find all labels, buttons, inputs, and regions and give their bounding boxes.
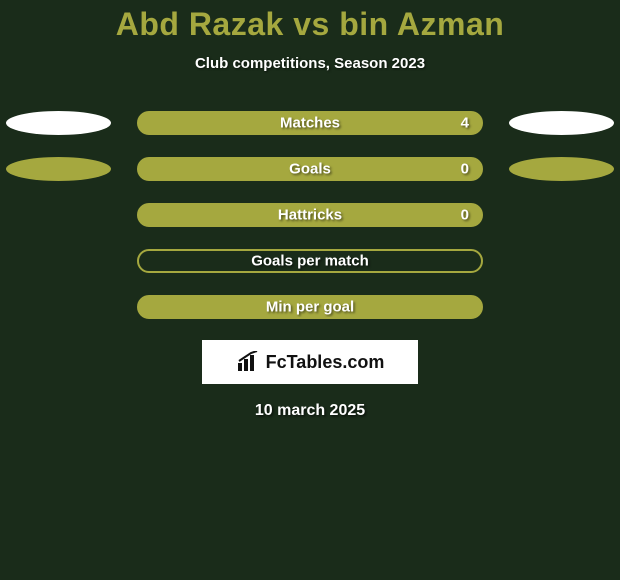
left-pill [6, 157, 111, 181]
stat-bar: Hattricks 0 [137, 203, 483, 227]
date-text: 10 march 2025 [0, 402, 620, 420]
subtitle: Club competitions, Season 2023 [0, 55, 620, 72]
stat-bar: Matches 4 [137, 111, 483, 135]
logo-container: FcTables.com [0, 340, 620, 384]
stat-label: Goals per match [251, 253, 369, 270]
stat-label: Hattricks [278, 207, 342, 224]
right-pill [509, 111, 614, 135]
right-pill [509, 157, 614, 181]
fctables-logo: FcTables.com [202, 340, 418, 384]
stat-bar: Goals per match [137, 249, 483, 273]
stat-row: Goals per match [0, 238, 620, 284]
left-pill [6, 111, 111, 135]
stat-value: 4 [461, 115, 469, 132]
stat-label: Min per goal [266, 299, 354, 316]
stat-bar: Min per goal [137, 295, 483, 319]
stat-label: Goals [289, 161, 331, 178]
stat-row: Hattricks 0 [0, 192, 620, 238]
stat-value: 0 [461, 207, 469, 224]
stat-label: Matches [280, 115, 340, 132]
stat-value: 0 [461, 161, 469, 178]
stat-row: Min per goal [0, 284, 620, 330]
comparison-card: Abd Razak vs bin Azman Club competitions… [0, 0, 620, 420]
logo-text: FcTables.com [266, 352, 385, 373]
stat-rows: Matches 4 Goals 0 Hattricks 0 Goals per match M… [0, 100, 620, 330]
page-title: Abd Razak vs bin Azman [0, 6, 620, 43]
stat-row: Goals 0 [0, 146, 620, 192]
stat-bar: Goals 0 [137, 157, 483, 181]
chart-icon [236, 351, 262, 373]
stat-row: Matches 4 [0, 100, 620, 146]
